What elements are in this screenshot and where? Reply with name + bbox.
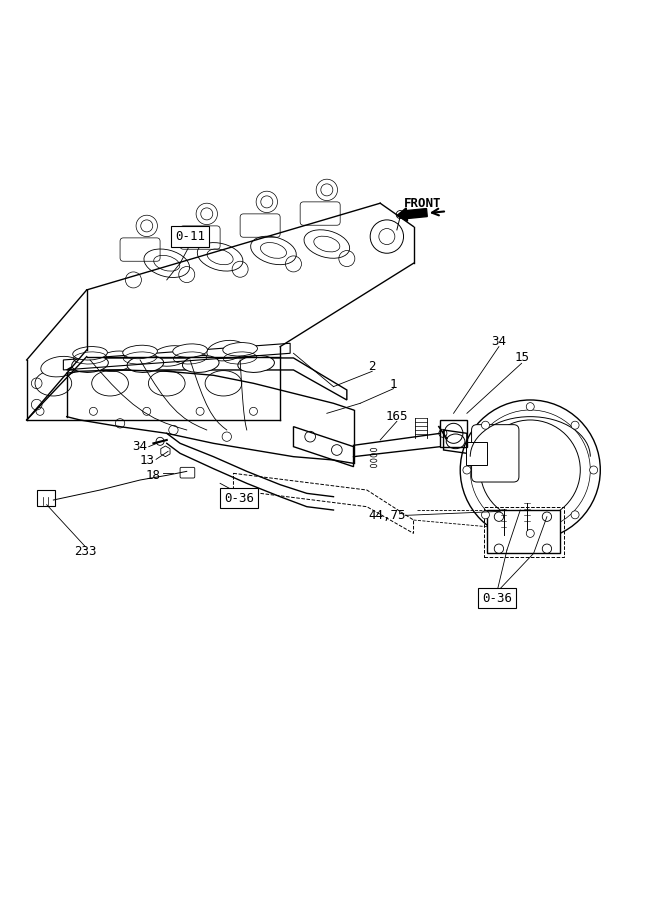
Text: 15: 15 — [514, 352, 529, 365]
Ellipse shape — [223, 343, 257, 356]
Circle shape — [571, 421, 579, 429]
Circle shape — [396, 211, 404, 219]
Ellipse shape — [96, 351, 135, 372]
Circle shape — [526, 402, 534, 410]
Ellipse shape — [72, 356, 108, 373]
Text: FRONT: FRONT — [404, 197, 441, 210]
Circle shape — [526, 529, 534, 537]
Text: 44,75: 44,75 — [368, 508, 406, 522]
Circle shape — [482, 421, 490, 429]
Text: 0-11: 0-11 — [175, 230, 205, 243]
Ellipse shape — [238, 356, 274, 373]
Ellipse shape — [73, 346, 107, 360]
Circle shape — [590, 466, 598, 474]
Ellipse shape — [207, 340, 245, 361]
Ellipse shape — [41, 356, 79, 377]
Ellipse shape — [127, 356, 163, 373]
FancyBboxPatch shape — [466, 442, 487, 464]
Text: 1: 1 — [390, 378, 398, 392]
Ellipse shape — [151, 346, 190, 366]
Text: 18: 18 — [146, 469, 161, 482]
Text: 34: 34 — [492, 336, 506, 348]
Text: 233: 233 — [74, 544, 97, 558]
FancyBboxPatch shape — [472, 425, 519, 482]
Text: 34: 34 — [133, 440, 147, 454]
Text: 0-36: 0-36 — [224, 491, 253, 505]
Text: 13: 13 — [139, 454, 154, 467]
FancyArrow shape — [397, 208, 428, 221]
Text: 2: 2 — [368, 360, 376, 373]
Circle shape — [571, 511, 579, 518]
FancyBboxPatch shape — [37, 490, 55, 506]
Text: 165: 165 — [386, 410, 408, 423]
Ellipse shape — [123, 346, 157, 359]
Ellipse shape — [173, 344, 207, 357]
Circle shape — [463, 466, 471, 474]
Text: 0-36: 0-36 — [482, 591, 512, 605]
FancyBboxPatch shape — [487, 510, 560, 554]
Circle shape — [482, 511, 490, 518]
Ellipse shape — [183, 356, 219, 373]
